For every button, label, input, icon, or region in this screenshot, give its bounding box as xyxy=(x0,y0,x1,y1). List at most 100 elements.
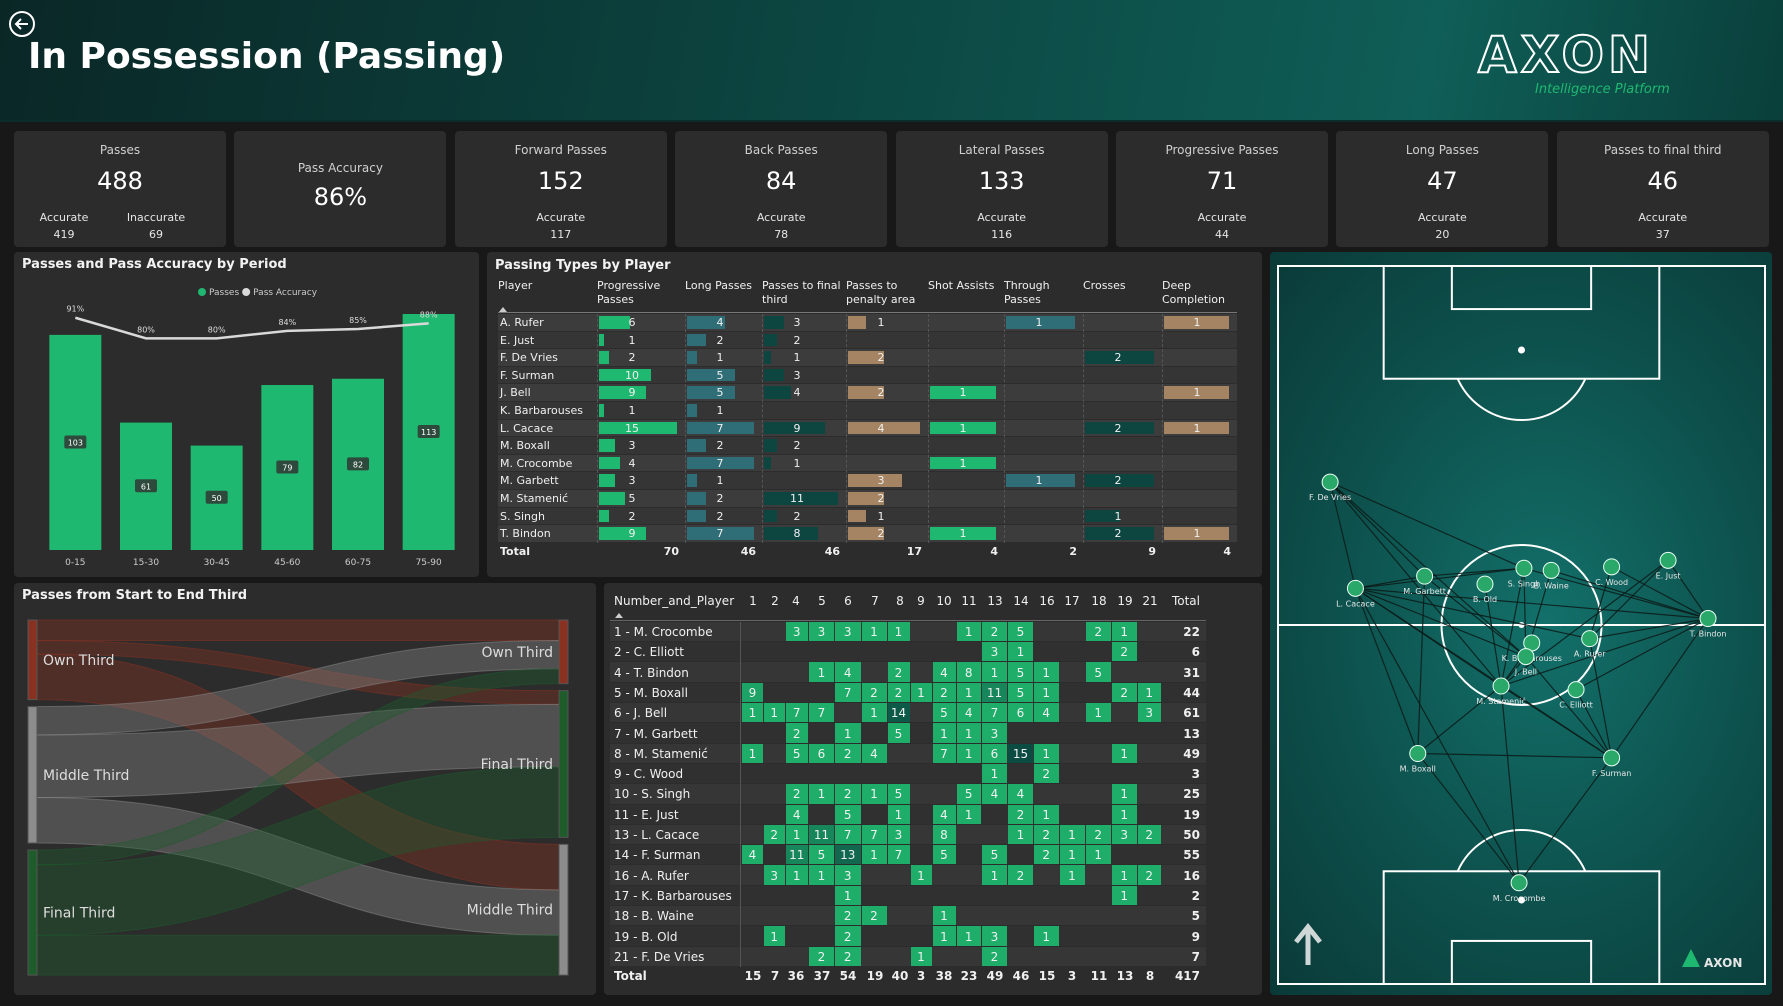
x-tick-label: 45-60 xyxy=(274,558,300,568)
matrix-cell xyxy=(809,784,834,804)
cell-value: 3 xyxy=(793,368,801,382)
line-label: 88% xyxy=(420,310,438,319)
kpi-card: Lateral Passes 133 Accurate 116 xyxy=(895,131,1108,247)
cell-value: 9 xyxy=(748,685,757,700)
column-divider xyxy=(846,314,847,543)
pass-link xyxy=(1354,588,1520,884)
cell-value: 2 xyxy=(1114,351,1122,365)
matrix-cell xyxy=(742,845,763,865)
kpi-label: Passes to final third xyxy=(1604,143,1722,157)
line xyxy=(74,316,429,340)
cell-value: 2 xyxy=(716,509,724,523)
column-header: 17 xyxy=(1064,594,1080,608)
matrix-cell xyxy=(1008,824,1033,845)
matrix-cell xyxy=(1112,885,1137,906)
bar-label-bg xyxy=(135,479,157,493)
column-total: 46 xyxy=(1012,969,1030,984)
total-value: 46 xyxy=(824,544,840,558)
matrix-cell xyxy=(1137,865,1161,885)
cell-value: 2 xyxy=(792,726,801,741)
row-total: 31 xyxy=(1183,665,1200,680)
column-divider xyxy=(1162,314,1163,543)
cell-value: 2 xyxy=(877,527,885,541)
cell-value: 1 xyxy=(964,685,973,700)
kpi-detail: Accurate 117 xyxy=(511,211,611,241)
data-bar xyxy=(1085,351,1154,364)
cell-value: 2 xyxy=(940,685,948,700)
player-name: M. Boxall xyxy=(500,439,550,453)
column-header: 13 xyxy=(987,594,1003,608)
data-bar xyxy=(1164,527,1229,540)
column-total: 37 xyxy=(813,969,831,984)
six-yard-box xyxy=(1450,265,1593,311)
row-total: 3 xyxy=(1191,767,1200,782)
table-row xyxy=(498,437,1237,454)
data-bar xyxy=(687,439,707,452)
kpi-detail: Accurate 20 xyxy=(1392,211,1492,241)
data-bar xyxy=(1085,421,1154,435)
cell-value: 4 xyxy=(870,746,878,761)
data-bar xyxy=(687,456,754,470)
kpi-card: Progressive Passes 71 Accurate 44 xyxy=(1116,131,1328,247)
cell-value: 11 xyxy=(986,685,1003,700)
row-total: 19 xyxy=(1183,807,1200,822)
cell-value: 5 xyxy=(843,807,852,822)
kpi-label: Lateral Passes xyxy=(958,143,1045,157)
penalty-box xyxy=(1382,265,1661,380)
pass-link xyxy=(1424,567,1524,577)
player-node xyxy=(1321,473,1339,491)
cell-value: 2 xyxy=(792,787,801,802)
kpi-detail: Accurate 37 xyxy=(1613,211,1713,241)
matrix-cell xyxy=(956,662,981,682)
matrix-cell xyxy=(1085,824,1111,845)
matrix-cell xyxy=(1034,703,1059,723)
pass-link xyxy=(1329,481,1525,569)
player-label: C. Wood xyxy=(1595,578,1628,587)
column-header: 11 xyxy=(961,594,977,608)
data-bar xyxy=(764,333,778,347)
cell-value: 1 xyxy=(1120,625,1129,639)
column-total: 7 xyxy=(770,969,780,984)
player-name: M. Garbett xyxy=(500,474,559,488)
cell-value: 6 xyxy=(990,746,999,761)
cell-value: 5 xyxy=(964,787,973,802)
pass-link xyxy=(1525,656,1613,759)
data-bar xyxy=(764,316,785,329)
sort-arrow xyxy=(499,307,507,312)
matrix-cell xyxy=(861,824,887,845)
player-node xyxy=(1517,648,1535,666)
player-node xyxy=(1515,559,1533,577)
cell-value: 4 xyxy=(964,706,973,721)
column-header: 9 xyxy=(917,594,925,608)
cell-value: 2 xyxy=(1114,474,1122,488)
cell-value: 1 xyxy=(1193,386,1201,400)
kpi-detail-label: Accurate xyxy=(1418,211,1467,224)
cell-value: 6 xyxy=(628,316,636,329)
cell-value: 1 xyxy=(1016,828,1025,842)
matrix-cell xyxy=(809,621,834,642)
data-bar xyxy=(687,351,697,364)
player-name: F. Surman xyxy=(500,368,555,382)
data-bar xyxy=(599,509,610,523)
cell-value: 1 xyxy=(959,421,967,435)
cell-value: 1 xyxy=(1042,685,1051,700)
pass-link xyxy=(1500,685,1612,759)
cell-value: 1 xyxy=(817,665,826,680)
column-header: Shot Assists xyxy=(928,279,995,292)
total-value: 4 xyxy=(990,544,998,558)
bar-label: 103 xyxy=(68,438,83,447)
column-header: Passes to penalty area xyxy=(846,279,916,306)
matrix-cell xyxy=(1034,926,1059,946)
row-label: 13 - L. Cacace xyxy=(614,828,700,842)
back-button[interactable] xyxy=(8,10,36,38)
cell-value: 1 xyxy=(1120,868,1129,883)
column-divider xyxy=(685,314,686,543)
cell-value: 2 xyxy=(817,949,826,964)
x-tick-label: 60-75 xyxy=(345,558,371,568)
data-bar xyxy=(1006,316,1075,329)
matrix-cell xyxy=(835,926,861,946)
cell-value: 4 xyxy=(843,665,852,680)
passing-types-panel: Passing Types by Player Player Progressiv… xyxy=(487,252,1262,577)
matrix-cell xyxy=(887,804,910,824)
matrix-row xyxy=(610,946,1206,966)
